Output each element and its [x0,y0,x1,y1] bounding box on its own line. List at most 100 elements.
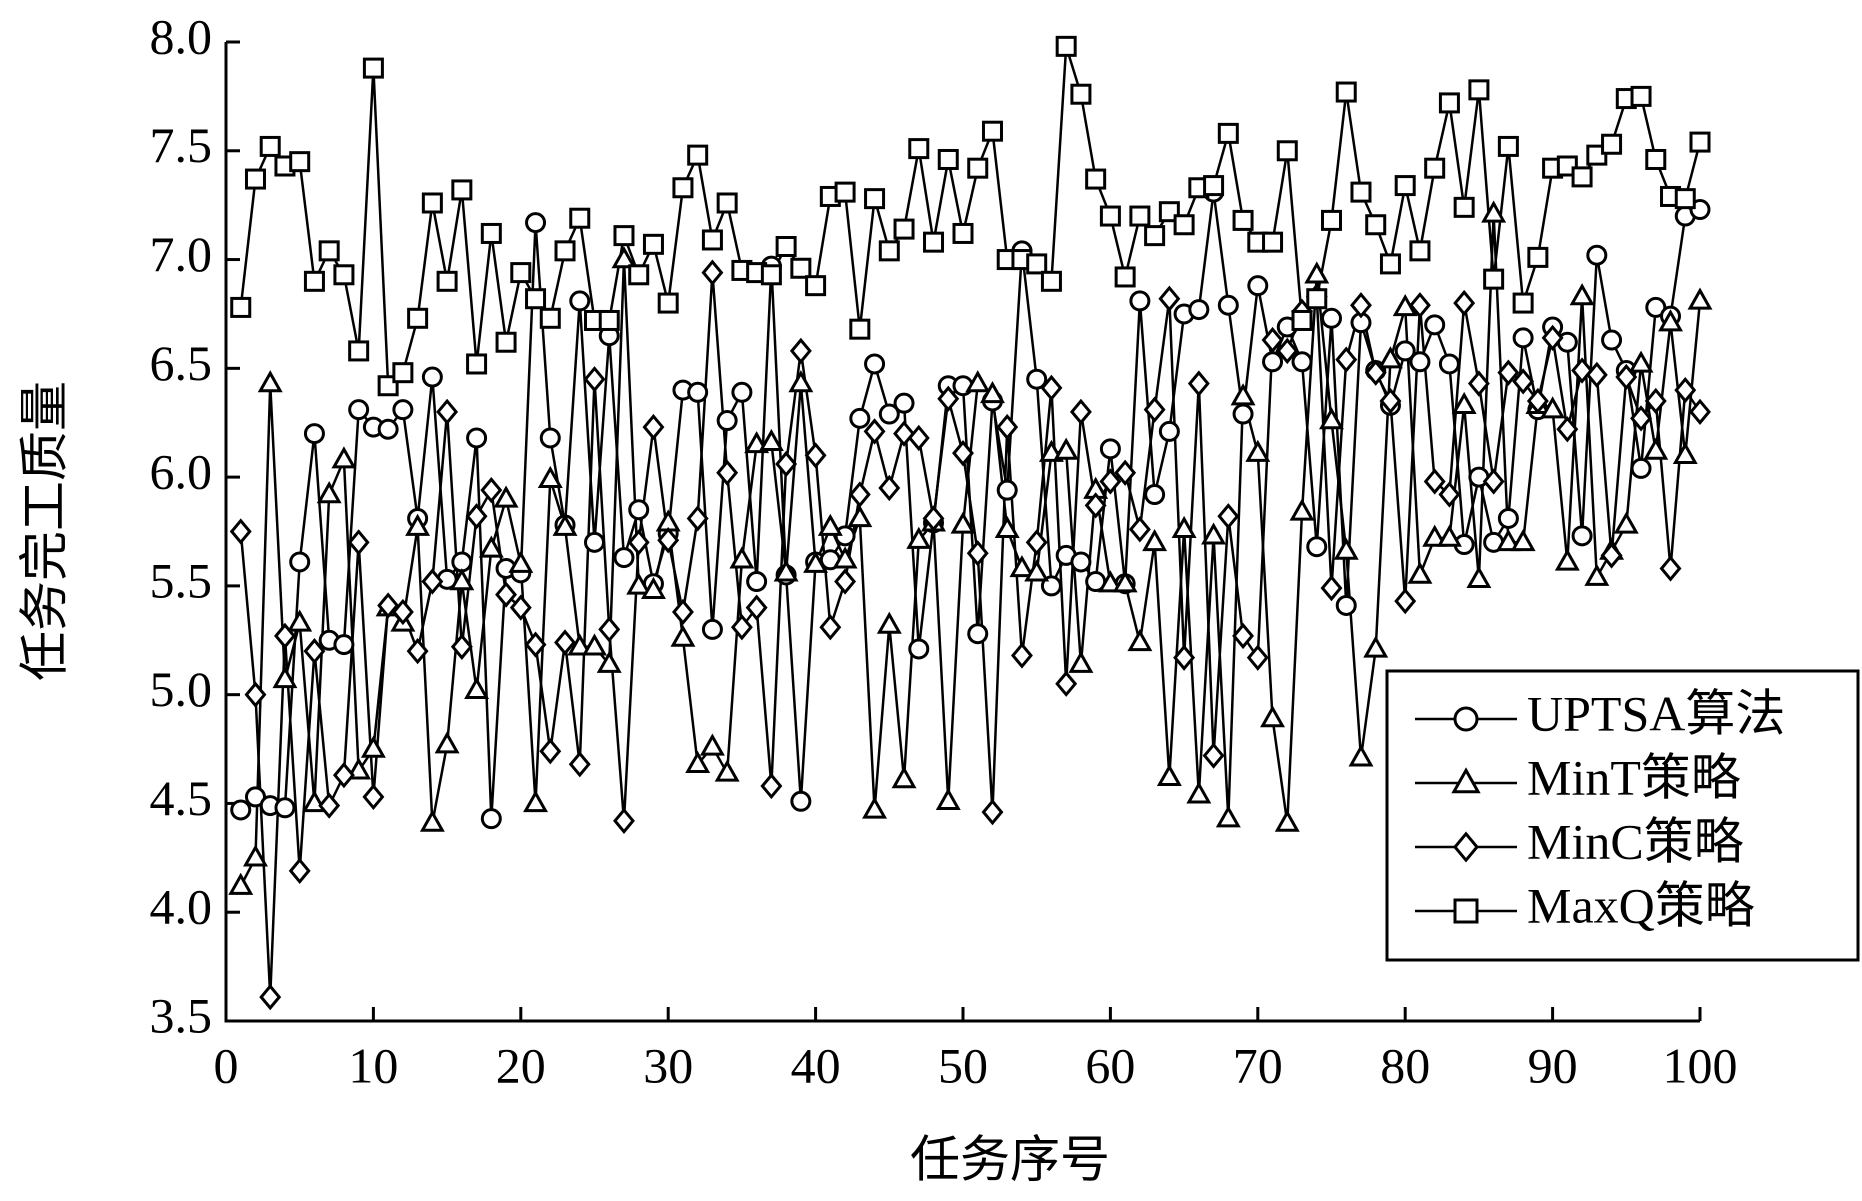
data-point [1232,622,1255,650]
data-point [391,598,414,626]
data-point [1024,559,1050,582]
data-point [554,240,576,262]
data-point [1615,363,1638,391]
data-point [1422,524,1448,547]
data-point [1245,439,1271,462]
data-point [407,307,429,329]
data-point [994,515,1020,539]
data-point [642,413,665,441]
data-point [1630,405,1652,432]
data-point [478,535,504,558]
y-tick-label: 7.5 [150,117,213,173]
data-point [686,505,709,532]
data-point [996,479,1018,501]
data-point [996,413,1019,441]
data-point [805,275,827,297]
data-point [1468,79,1490,101]
data-point [392,399,414,421]
data-point [1055,35,1077,57]
data-point [508,550,534,573]
data-point [745,594,768,621]
data-point [243,844,268,867]
data-point [509,594,532,621]
data-point [569,290,591,312]
data-point [1217,294,1239,316]
data-point [1495,528,1521,552]
data-point [687,144,709,166]
data-point [1585,361,1608,389]
data-point [1276,337,1299,365]
series-line [239,272,1702,998]
data-point [1099,468,1122,495]
data-point [729,546,755,569]
data-point [1628,350,1654,373]
y-axis-label: 任务完工质量 [16,381,72,681]
data-point [1114,266,1136,288]
data-point [1363,635,1389,658]
data-point [272,666,298,689]
data-point [1026,368,1048,390]
data-point [760,772,783,800]
data-point [952,222,974,244]
data-point [789,337,812,365]
data-point [1423,468,1446,495]
data-point [671,598,694,626]
data-point [464,676,490,700]
data-point [1261,326,1284,354]
data-point [1438,481,1461,508]
legend-marker [1453,831,1479,863]
data-point [1203,175,1225,197]
y-tick-label: 3.5 [150,987,213,1043]
data-point [775,450,798,478]
data-point [1247,275,1269,297]
x-tick-label: 0 [214,1037,239,1093]
data-point [582,633,607,656]
data-point [967,157,989,179]
data-point [1246,644,1269,671]
data-point [1436,524,1462,547]
x-tick-label: 80 [1380,1037,1430,1093]
data-point [773,559,799,582]
data-point [627,529,650,556]
data-point [347,529,370,556]
data-point [701,229,723,251]
data-point [1643,437,1669,460]
data-point [360,735,386,758]
data-point [1571,357,1594,384]
data-point [966,540,989,567]
data-point [981,120,1003,142]
data-point [1586,244,1608,266]
data-point [893,392,915,414]
y-tick-label: 4.0 [150,879,213,935]
data-point [1379,387,1402,415]
data-point [1262,231,1284,253]
data-point [1644,387,1667,415]
data-point [1348,744,1374,767]
data-point [876,611,902,634]
data-point [626,572,652,595]
data-point [552,513,578,536]
data-point [716,192,738,214]
data-point [1571,166,1593,188]
data-point [980,381,1005,404]
data-point [906,526,932,549]
data-point [699,733,725,756]
data-point [1394,587,1417,615]
data-point [1497,507,1519,529]
data-point [1350,292,1372,319]
data-point [864,353,886,375]
data-point [1438,92,1460,114]
data-point [1262,351,1284,373]
data-point [316,481,342,504]
data-point [1291,309,1313,331]
data-point [908,638,930,660]
data-point [628,264,650,286]
data-point [1070,551,1092,573]
data-point [244,681,267,708]
data-point [1466,565,1492,589]
data-point [1394,340,1416,362]
data-point [893,420,915,447]
data-point [348,340,370,362]
data-point [539,427,561,449]
data-point [449,568,475,591]
